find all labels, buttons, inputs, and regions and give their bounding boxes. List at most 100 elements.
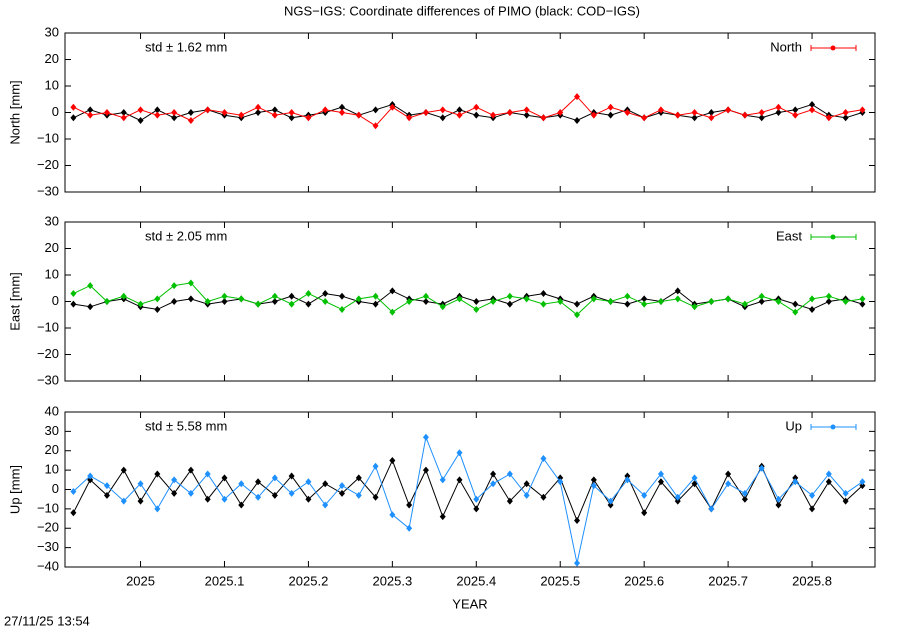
y-axis-label: East [mm] bbox=[7, 272, 22, 331]
point bbox=[607, 103, 614, 111]
point bbox=[506, 109, 513, 116]
point bbox=[271, 474, 278, 482]
point bbox=[506, 497, 513, 505]
y-tick-label: 10 bbox=[45, 462, 59, 477]
point bbox=[103, 109, 110, 116]
y-tick-label: 0 bbox=[52, 104, 59, 119]
point bbox=[473, 111, 480, 119]
series-line bbox=[73, 435, 863, 564]
point bbox=[624, 476, 631, 484]
point bbox=[338, 292, 345, 300]
point bbox=[691, 480, 698, 488]
y-tick-label: 20 bbox=[45, 51, 59, 66]
legend-label: North bbox=[770, 39, 802, 54]
figure-title: NGS−IGS: Coordinate differences of PIMO … bbox=[284, 3, 640, 18]
point bbox=[288, 472, 295, 480]
point bbox=[154, 470, 161, 478]
point bbox=[103, 491, 110, 499]
point bbox=[103, 482, 110, 490]
point bbox=[154, 111, 161, 119]
point bbox=[389, 103, 396, 111]
y-tick-label: 10 bbox=[45, 77, 59, 92]
y-tick-label: −40 bbox=[37, 558, 59, 573]
point bbox=[624, 109, 631, 116]
y-tick-label: 30 bbox=[45, 423, 59, 438]
point bbox=[221, 495, 228, 503]
point bbox=[187, 295, 194, 303]
point bbox=[490, 298, 497, 305]
x-tick-label: 2025.4 bbox=[456, 573, 496, 588]
point bbox=[288, 292, 295, 300]
point bbox=[322, 501, 329, 509]
y-axis-label: Up [mm] bbox=[7, 465, 22, 514]
point bbox=[758, 109, 765, 116]
point bbox=[154, 505, 161, 513]
point bbox=[825, 292, 832, 300]
point bbox=[674, 493, 681, 501]
y-tick-label: −30 bbox=[37, 539, 59, 554]
point bbox=[775, 298, 782, 305]
point bbox=[725, 106, 732, 114]
point bbox=[506, 300, 513, 308]
point bbox=[204, 106, 211, 114]
point bbox=[842, 114, 849, 122]
point bbox=[305, 114, 312, 122]
point bbox=[439, 513, 446, 521]
point bbox=[338, 489, 345, 497]
point bbox=[775, 103, 782, 111]
x-tick-label: 2025.1 bbox=[205, 573, 245, 588]
plot-frame bbox=[64, 32, 876, 193]
point bbox=[87, 111, 94, 119]
y-tick-label: −10 bbox=[37, 319, 59, 334]
y-tick-label: −20 bbox=[37, 520, 59, 535]
plot-frame bbox=[64, 221, 876, 382]
point bbox=[741, 111, 748, 119]
point bbox=[506, 292, 513, 300]
point bbox=[204, 470, 211, 478]
point bbox=[557, 298, 564, 305]
point bbox=[154, 106, 161, 114]
legend-marker bbox=[830, 234, 836, 240]
point bbox=[825, 298, 832, 305]
point bbox=[355, 111, 362, 119]
y-tick-label: 40 bbox=[45, 403, 59, 418]
series-line bbox=[73, 95, 863, 127]
point bbox=[490, 111, 497, 119]
point bbox=[691, 114, 698, 122]
point bbox=[809, 305, 816, 313]
point bbox=[574, 559, 581, 567]
point bbox=[120, 292, 127, 300]
point bbox=[456, 111, 463, 119]
point bbox=[674, 111, 681, 119]
point bbox=[171, 489, 178, 497]
point bbox=[792, 474, 799, 482]
point bbox=[574, 517, 581, 524]
point bbox=[288, 300, 295, 308]
point bbox=[641, 295, 648, 303]
point bbox=[708, 298, 715, 305]
point bbox=[523, 106, 530, 114]
point bbox=[607, 111, 614, 119]
point bbox=[154, 305, 161, 313]
point bbox=[590, 482, 597, 490]
y-tick-label: 30 bbox=[45, 213, 59, 228]
point bbox=[540, 300, 547, 308]
point bbox=[422, 466, 429, 474]
point bbox=[187, 489, 194, 497]
point bbox=[305, 495, 312, 503]
point bbox=[355, 295, 362, 303]
point bbox=[238, 295, 245, 303]
point bbox=[859, 295, 866, 303]
point bbox=[775, 501, 782, 509]
point bbox=[523, 480, 530, 488]
point bbox=[389, 456, 396, 464]
point bbox=[624, 472, 631, 480]
point bbox=[305, 478, 312, 486]
point bbox=[708, 505, 715, 513]
point bbox=[842, 298, 849, 305]
point bbox=[154, 295, 161, 303]
point bbox=[574, 93, 581, 101]
point bbox=[372, 292, 379, 300]
point bbox=[322, 480, 329, 488]
point bbox=[825, 114, 832, 122]
